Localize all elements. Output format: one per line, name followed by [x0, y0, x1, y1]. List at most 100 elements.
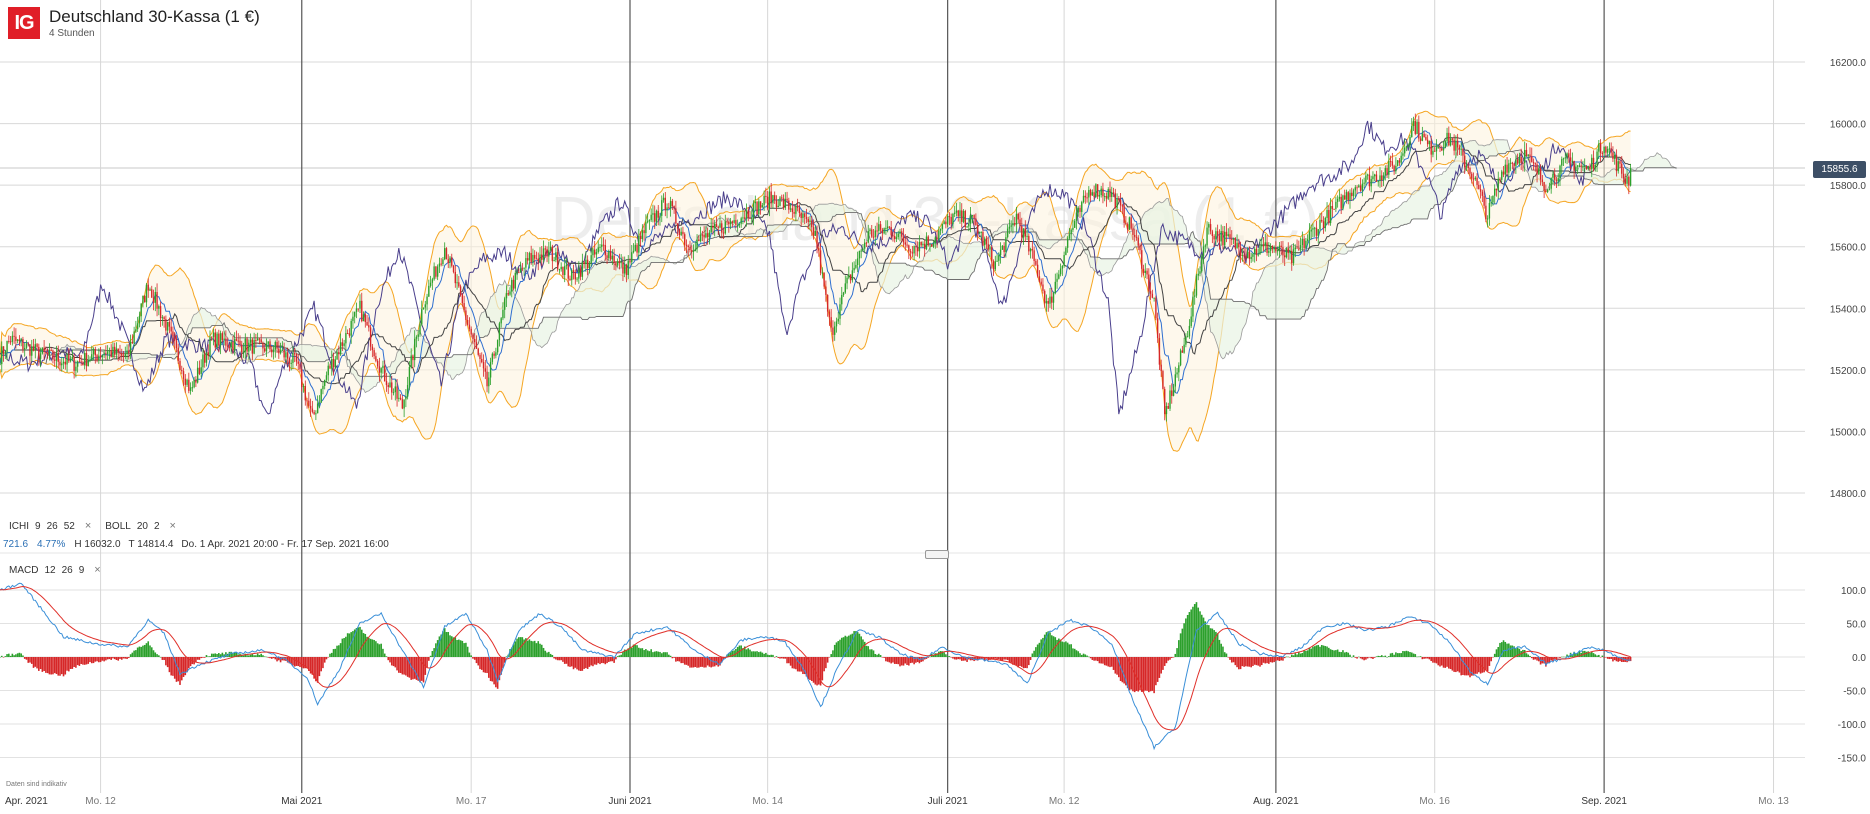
ichimoku-indicator-name[interactable]: ICHI — [9, 520, 29, 532]
time-axis-label: Juli 2021 — [928, 796, 968, 807]
macd-histogram-bar — [563, 657, 566, 664]
macd-histogram-bar — [152, 650, 155, 657]
candle-body — [742, 217, 744, 219]
candle-body — [553, 260, 555, 262]
macd-histogram-bar — [832, 650, 834, 657]
macd-histogram-bar — [1426, 657, 1429, 659]
candle-body — [191, 387, 194, 389]
candle-body — [1554, 174, 1556, 180]
candle-body — [1192, 296, 1194, 317]
candle-body — [744, 217, 746, 219]
candle-body — [500, 318, 502, 324]
macd-histogram-bar — [560, 657, 562, 661]
macd-histogram-bar — [1410, 652, 1413, 657]
macd-histogram-bar — [526, 640, 529, 657]
macd-histogram-bar — [1170, 657, 1173, 658]
candle-body — [1319, 219, 1321, 230]
macd-histogram-bar — [1181, 628, 1184, 657]
macd-histogram-bar — [708, 657, 711, 667]
macd-histogram-bar — [629, 646, 631, 657]
macd-histogram-bar — [189, 657, 192, 667]
candle-body — [620, 262, 622, 264]
candle-body — [1395, 165, 1397, 172]
ichimoku-param: 52 — [63, 520, 75, 532]
macd-histogram-bar — [1165, 657, 1168, 664]
price-axis-label: 15800.0 — [1830, 181, 1867, 192]
candle-body — [1169, 390, 1171, 409]
candle-body — [1019, 219, 1021, 227]
candle-body — [1035, 260, 1037, 265]
candle-body — [320, 389, 322, 403]
macd-histogram-bar — [1388, 656, 1390, 657]
macd-histogram-bar — [339, 643, 342, 657]
candle-body — [276, 342, 278, 349]
candle-body — [399, 397, 402, 400]
candle-body — [1538, 168, 1540, 175]
macd-histogram-bar — [406, 657, 409, 677]
candle-body — [205, 352, 208, 363]
macd-histogram-bar — [874, 653, 877, 657]
candle-body — [1153, 297, 1155, 299]
candle-body — [101, 354, 104, 357]
macd-histogram-bar — [562, 657, 564, 662]
remove-bollinger-icon[interactable]: × — [169, 520, 176, 532]
candle-body — [583, 262, 585, 265]
macd-histogram-bar — [83, 657, 86, 665]
macd-histogram-bar — [1365, 657, 1367, 660]
remove-macd-icon[interactable]: × — [94, 564, 101, 576]
candle-body — [426, 296, 428, 305]
macd-histogram-bar — [313, 657, 315, 679]
macd-histogram-bar — [1155, 657, 1157, 686]
macd-histogram-bar — [892, 657, 894, 663]
candle-body — [1088, 189, 1090, 198]
candle-body — [392, 392, 395, 394]
macd-histogram-bar — [1619, 657, 1621, 662]
macd-histogram-bar — [1236, 657, 1238, 668]
candle-body — [186, 379, 188, 385]
macd-histogram-bar — [555, 657, 557, 660]
candle-body — [184, 378, 186, 385]
candle-body — [170, 326, 172, 332]
macd-histogram-bar — [662, 652, 665, 657]
macd-histogram-bar — [549, 653, 552, 657]
panel-resize-handle[interactable] — [925, 550, 949, 559]
candle-body — [239, 340, 241, 345]
candle-body — [809, 220, 811, 222]
candle-body — [331, 358, 333, 369]
macd-histogram-bar — [1460, 657, 1462, 676]
bollinger-indicator-name[interactable]: BOLL — [105, 520, 131, 532]
remove-ichimoku-icon[interactable]: × — [84, 520, 92, 532]
candle-body — [181, 370, 183, 372]
candle-body — [126, 350, 128, 354]
candle-body — [1188, 325, 1191, 337]
macd-indicator-name[interactable]: MACD — [9, 564, 39, 576]
macd-histogram-bar — [258, 654, 261, 657]
macd-histogram-bar — [1290, 654, 1293, 657]
candle-body — [1608, 148, 1611, 150]
macd-histogram-bar — [600, 657, 603, 664]
candle-body — [885, 228, 887, 230]
macd-histogram-bar — [537, 641, 540, 657]
macd-histogram-bar — [1020, 657, 1023, 667]
candle-body — [1082, 195, 1085, 203]
candle-body — [1377, 181, 1379, 183]
candle-body — [770, 191, 772, 204]
macd-histogram-bar — [518, 637, 520, 657]
candle-body — [964, 210, 966, 228]
macd-histogram-bar — [1088, 656, 1090, 658]
macd-histogram-bar — [1352, 655, 1355, 657]
candle-body — [918, 241, 921, 252]
candle-body — [242, 351, 245, 353]
macd-histogram-bar — [1305, 650, 1307, 657]
macd-histogram-bar — [1437, 657, 1440, 666]
macd-histogram-bar — [4, 656, 7, 657]
candle-body — [1495, 188, 1498, 191]
candle-body — [650, 214, 652, 220]
candle-body — [1160, 364, 1162, 372]
macd-histogram-bar — [682, 657, 684, 664]
candle-body — [9, 341, 12, 343]
candle-body — [1054, 281, 1056, 293]
macd-histogram-bar — [343, 638, 345, 657]
